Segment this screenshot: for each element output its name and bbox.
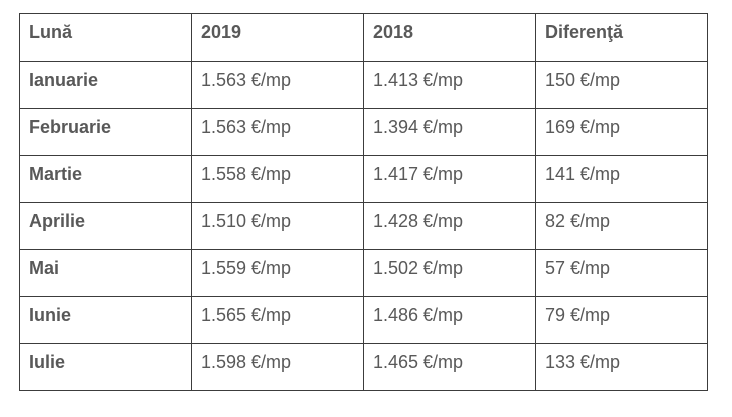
month-cell: Martie xyxy=(19,155,192,203)
table-row: Iunie 1.565 €/mp 1.486 €/mp 79 €/mp xyxy=(19,296,708,344)
price-comparison-table: Lună 2019 2018 Diferenţă Ianuarie 1.563 … xyxy=(19,13,708,391)
difference-cell: 141 €/mp xyxy=(535,155,708,203)
price-2019-cell: 1.563 €/mp xyxy=(191,61,364,109)
price-2018-cell: 1.465 €/mp xyxy=(363,343,536,391)
price-2018-cell: 1.394 €/mp xyxy=(363,108,536,156)
price-2019-cell: 1.598 €/mp xyxy=(191,343,364,391)
month-cell: Iulie xyxy=(19,343,192,391)
table-row: Februarie 1.563 €/mp 1.394 €/mp 169 €/mp xyxy=(19,108,708,156)
price-2018-cell: 1.428 €/mp xyxy=(363,202,536,250)
month-cell: Iunie xyxy=(19,296,192,344)
month-cell: Aprilie xyxy=(19,202,192,250)
price-2019-cell: 1.558 €/mp xyxy=(191,155,364,203)
header-2018: 2018 xyxy=(363,13,536,62)
table-row: Martie 1.558 €/mp 1.417 €/mp 141 €/mp xyxy=(19,155,708,203)
price-2019-cell: 1.565 €/mp xyxy=(191,296,364,344)
price-2019-cell: 1.559 €/mp xyxy=(191,249,364,297)
month-cell: Februarie xyxy=(19,108,192,156)
price-2019-cell: 1.510 €/mp xyxy=(191,202,364,250)
price-2018-cell: 1.413 €/mp xyxy=(363,61,536,109)
header-2019: 2019 xyxy=(191,13,364,62)
difference-cell: 82 €/mp xyxy=(535,202,708,250)
table-row: Aprilie 1.510 €/mp 1.428 €/mp 82 €/mp xyxy=(19,202,708,250)
price-2018-cell: 1.486 €/mp xyxy=(363,296,536,344)
header-difference: Diferenţă xyxy=(535,13,708,62)
difference-cell: 133 €/mp xyxy=(535,343,708,391)
header-month: Lună xyxy=(19,13,192,62)
price-table-container: Lună 2019 2018 Diferenţă Ianuarie 1.563 … xyxy=(19,13,708,391)
difference-cell: 169 €/mp xyxy=(535,108,708,156)
price-2018-cell: 1.502 €/mp xyxy=(363,249,536,297)
month-cell: Ianuarie xyxy=(19,61,192,109)
price-2019-cell: 1.563 €/mp xyxy=(191,108,364,156)
table-row: Mai 1.559 €/mp 1.502 €/mp 57 €/mp xyxy=(19,249,708,297)
table-row: Iulie 1.598 €/mp 1.465 €/mp 133 €/mp xyxy=(19,343,708,391)
difference-cell: 79 €/mp xyxy=(535,296,708,344)
month-cell: Mai xyxy=(19,249,192,297)
difference-cell: 57 €/mp xyxy=(535,249,708,297)
table-header-row: Lună 2019 2018 Diferenţă xyxy=(19,13,708,62)
price-2018-cell: 1.417 €/mp xyxy=(363,155,536,203)
table-row: Ianuarie 1.563 €/mp 1.413 €/mp 150 €/mp xyxy=(19,61,708,109)
difference-cell: 150 €/mp xyxy=(535,61,708,109)
